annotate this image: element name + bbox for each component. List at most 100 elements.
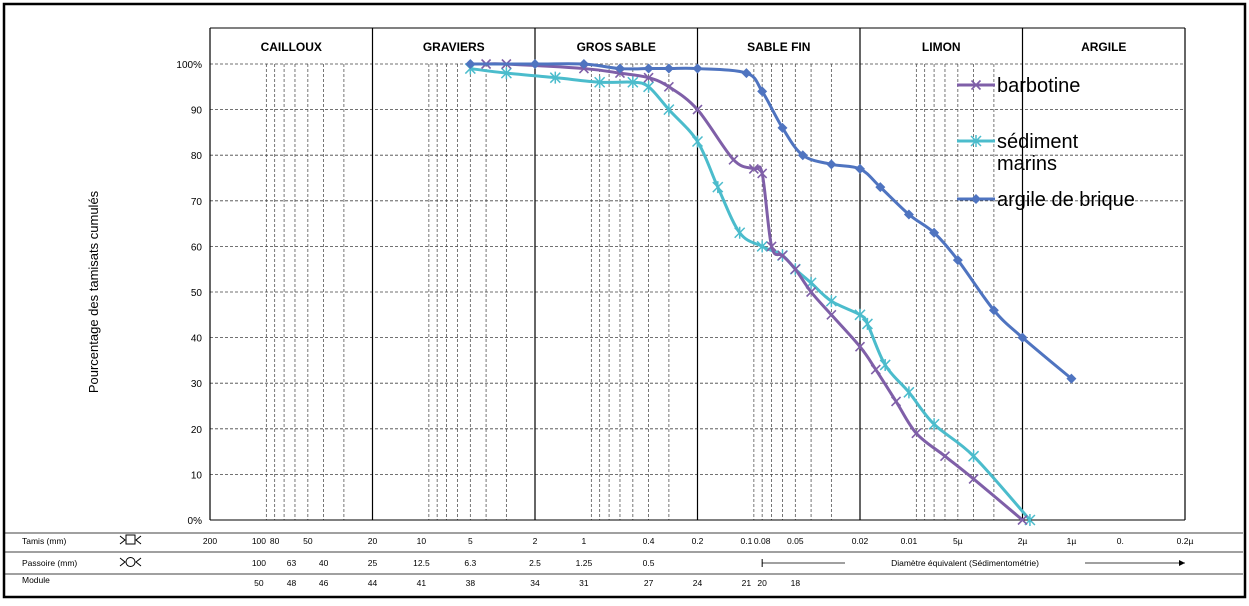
data-point (712, 181, 724, 194)
data-point (692, 104, 703, 115)
module-value: 20 (757, 578, 767, 588)
tamis-value: 0.02 (852, 536, 869, 546)
passoire-value: 0.5 (643, 558, 655, 568)
passoire-value: 12.5 (413, 558, 430, 568)
tamis-value: 50 (303, 536, 313, 546)
data-point (777, 250, 788, 261)
module-value: 46 (319, 578, 329, 588)
data-point (854, 341, 866, 352)
module-value: 44 (368, 578, 378, 588)
data-point (663, 81, 674, 92)
tamis-value: 0.1 (741, 536, 753, 546)
y-tick-label: 50 (191, 288, 203, 299)
series-argile-de-brique (465, 59, 1077, 384)
legend-entry: barbotine (957, 75, 1080, 97)
legend: barbotine sédiment marins argile de brique (957, 75, 1135, 211)
data-point (903, 209, 914, 220)
data-point (952, 255, 963, 266)
y-tick-label: 0% (188, 516, 203, 527)
table-row-label: Module (22, 575, 50, 585)
data-point (790, 264, 801, 275)
legend-marker (970, 79, 982, 91)
y-ticks: 0% 10 20 30 40 50 60 70 80 90 100% (176, 60, 202, 527)
y-tick-label: 100% (176, 60, 202, 71)
data-point (903, 386, 915, 399)
data-point (968, 473, 979, 485)
data-point (879, 358, 891, 371)
band-label: CAILLOUX (261, 40, 322, 54)
band-label: GRAVIERS (423, 40, 485, 54)
data-point (663, 103, 675, 116)
data-point (530, 59, 540, 69)
data-point (826, 159, 837, 170)
module-value: 24 (693, 578, 703, 588)
table-row-label: Passoire (mm) (22, 558, 77, 568)
tamis-value: 0. (1117, 536, 1124, 546)
class-bands: CAILLOUX GRAVIERS GROS SABLE SABLE FIN LIMON… (209, 27, 1186, 520)
data-point (854, 308, 866, 321)
data-point (988, 305, 999, 316)
band-label: GROS SABLE (577, 40, 656, 54)
passoire-value: 1.25 (576, 558, 593, 568)
data-point (757, 168, 768, 179)
tamis-value: 200 (203, 536, 217, 546)
table-row-label: Tamis (mm) (22, 536, 67, 546)
module-value: 27 (644, 578, 654, 588)
tamis-value: 0.01 (901, 536, 918, 546)
data-point (1066, 373, 1077, 384)
tamis-value: 5 (468, 536, 473, 546)
data-point (549, 71, 561, 84)
data-point (756, 240, 768, 253)
legend-marker (970, 135, 982, 147)
module-value: 21 (742, 578, 752, 588)
series-layer (464, 58, 1077, 526)
legend-marker (971, 194, 981, 204)
data-point (741, 68, 752, 79)
y-tick-label: 40 (191, 334, 203, 345)
y-tick-label: 30 (191, 379, 203, 390)
data-point (643, 80, 655, 93)
data-point (691, 135, 704, 148)
tamis-value: 0.05 (787, 536, 804, 546)
tamis-value: 20 (368, 536, 378, 546)
data-point (594, 76, 606, 89)
module-value: 31 (579, 578, 589, 588)
sedimentometry-label: Diamètre équivalent (Sédimentométrie) (891, 558, 1039, 568)
passoire-value: 63 (287, 558, 297, 568)
passoire-value: 2.5 (529, 558, 541, 568)
data-point (643, 63, 654, 74)
tamis-value: 0.2µ (1177, 536, 1194, 546)
y-tick-label: 70 (191, 197, 203, 208)
data-point (734, 226, 746, 239)
data-point (825, 295, 837, 308)
data-point (643, 72, 654, 83)
y-tick-label: 20 (191, 425, 203, 436)
band-label: ARGILE (1081, 40, 1126, 54)
data-point (928, 418, 940, 431)
data-point (692, 63, 703, 74)
data-point (578, 59, 589, 69)
data-point (870, 364, 881, 375)
tamis-symbol-icon (119, 534, 142, 545)
y-axis-label: Pourcentage des tamisats cumulés (86, 190, 101, 393)
tamis-value: 0.2 (692, 536, 704, 546)
module-value: 48 (287, 578, 297, 588)
data-point (929, 227, 940, 238)
data-point (500, 67, 512, 80)
series-sediment-marins (464, 62, 1036, 526)
y-tick-label: 90 (191, 106, 203, 117)
tamis-value: 0.4 (643, 536, 655, 546)
module-value: 41 (417, 578, 427, 588)
data-point (875, 182, 886, 193)
data-point (890, 396, 902, 407)
data-point (939, 451, 951, 462)
module-value: 38 (466, 578, 476, 588)
tamis-value: 80 (270, 536, 280, 546)
data-point (663, 63, 674, 74)
y-tick-label: 10 (191, 470, 203, 481)
data-point (777, 122, 788, 133)
tamis-value: 2µ (1018, 536, 1028, 546)
